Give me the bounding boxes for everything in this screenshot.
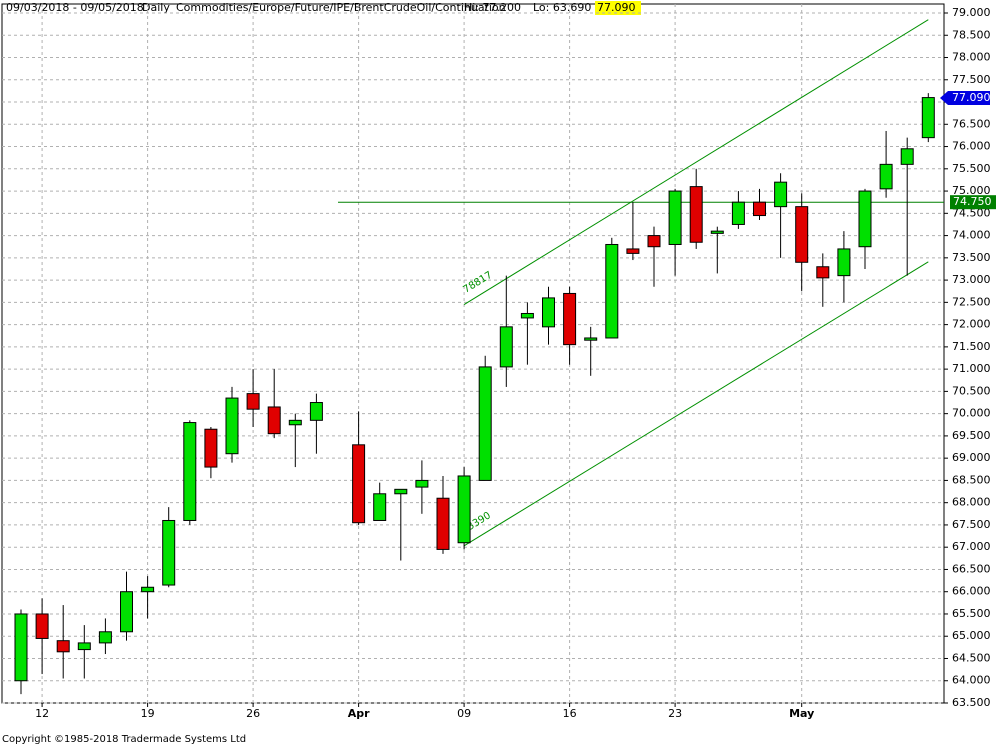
y-tick-label: 68.500 [952,473,991,486]
candle-body [141,586,155,593]
y-tick-label: 77.500 [952,73,991,86]
channel-upper [463,19,929,306]
candle-body [352,444,366,524]
candle-body [647,235,661,248]
candle-body [77,642,91,651]
header-last: 77.090 [597,1,636,14]
hline-label: 74.750 [953,195,992,208]
y-tick-label: 72.500 [952,295,991,308]
last-price-label: 77.090 [952,91,991,104]
candle-body [774,181,788,208]
candle-body [837,248,851,277]
candle-body [14,613,28,682]
y-tick-label: 67.500 [952,518,991,531]
candle-body [246,393,260,410]
y-tick-label: 72.000 [952,318,991,331]
candle-body [120,591,133,633]
y-tick-label: 76.500 [952,117,991,130]
candle-body [309,402,323,421]
candle-body [900,148,914,165]
x-tick-label: 09 [457,707,471,720]
channel-lower [463,261,929,547]
candle-body [35,613,49,639]
y-tick-label: 73.000 [952,273,991,286]
candle-body [668,190,682,245]
y-tick-label: 79.000 [952,6,991,19]
candle-body [394,488,408,495]
x-tick-label: 26 [246,707,260,720]
candle-body [373,493,387,521]
candle-body [436,497,450,550]
y-tick-label: 66.500 [952,562,991,575]
candle-body [858,190,872,248]
header-last-bg [595,1,641,15]
candle-body [415,479,429,488]
footer: Copyright ©1985-2018 Tradermade Systems … [2,734,246,745]
y-tick-label: 75.000 [952,184,991,197]
header-period: Daily [142,1,170,14]
y-tick-label: 67.000 [952,540,991,553]
candle-body [457,475,471,544]
candle-body [267,406,281,435]
y-tick-label: 69.500 [952,429,991,442]
header-lo: Lo: 63.690 [533,1,591,14]
y-tick-label: 74.000 [952,229,991,242]
candle-body [879,163,893,190]
candle-body [162,519,176,586]
y-tick-label: 71.500 [952,340,991,353]
candle-body [542,297,555,328]
y-tick-label: 69.000 [952,451,991,464]
candle-body [710,230,724,234]
candle-body [499,326,513,368]
candle-body [689,186,703,243]
y-tick-label: 65.500 [952,607,991,620]
candle-body [183,422,197,521]
y-tick-label: 64.000 [952,674,991,687]
y-tick-label: 66.000 [952,585,991,598]
candle-body [288,419,302,426]
y-tick-label: 73.500 [952,251,991,264]
y-tick-label: 68.000 [952,496,991,509]
x-tick-label: 23 [668,707,682,720]
y-tick-label: 64.500 [952,651,991,664]
candle-body [921,97,935,139]
header-instrument: Commodities/Europe/Future/IPE/BrentCrude… [176,1,506,14]
y-tick-label: 70.000 [952,407,991,420]
header-range: 09/03/2018 - 09/05/2018 [6,1,144,14]
y-tick-label: 65.000 [952,629,991,642]
candle-body [816,266,830,279]
candle-body [225,397,239,455]
x-tick-label: Apr [348,707,370,720]
candle-body [520,312,534,319]
candle-body [563,292,577,346]
y-tick-label: 63.500 [952,696,991,709]
y-tick-label: 74.500 [952,206,991,219]
x-tick-label: 19 [141,707,155,720]
y-tick-label: 75.500 [952,162,991,175]
hline-label-bg [950,195,996,210]
candle-body [56,640,70,653]
candle-body [98,631,112,644]
y-tick-label: 78.500 [952,28,991,41]
y-tick-label: 78.000 [952,51,991,64]
candle-body [731,201,745,225]
y-tick-label: 70.500 [952,384,991,397]
header-hi: Hi: 77.200 [464,1,521,14]
x-tick-label: May [789,707,814,720]
y-tick-label: 76.000 [952,140,991,153]
candle-body [753,201,766,217]
last-price-marker [940,91,990,106]
candle-body [584,337,598,341]
y-tick-label: 71.000 [952,362,991,375]
candle-body [204,428,218,468]
candle-body [626,248,640,254]
candle-body [605,243,619,339]
x-tick-label: 16 [563,707,577,720]
x-tick-label: 12 [35,707,49,720]
candle-body [478,366,492,481]
candle-body [795,206,809,263]
